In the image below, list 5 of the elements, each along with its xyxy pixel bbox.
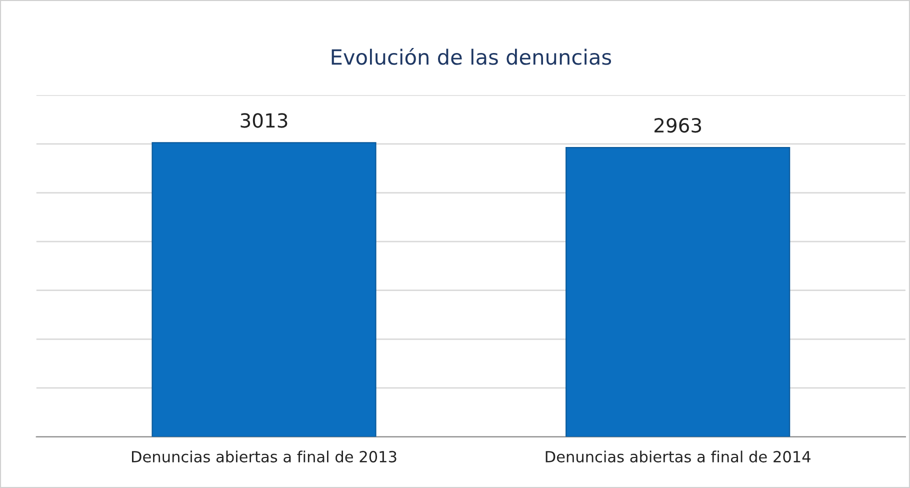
x-tick-label: Denuncias abiertas a final de 2014 xyxy=(546,450,810,462)
chart-title: Evolución de las denuncias xyxy=(332,48,612,65)
data-label: 2963 xyxy=(654,118,702,133)
x-tick-label: Denuncias abiertas a final de 2013 xyxy=(132,450,396,462)
data-label: 3013 xyxy=(240,113,288,128)
